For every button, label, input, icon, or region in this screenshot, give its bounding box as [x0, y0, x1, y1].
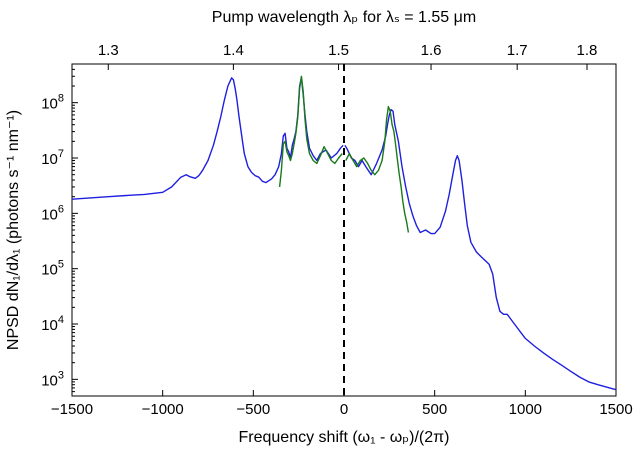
x-axis-title: Frequency shift (ω₁ - ωₚ)/(2π)	[239, 429, 450, 446]
series-line-2	[344, 108, 617, 391]
x-tick-label: −1000	[142, 401, 184, 418]
bottom-x-axis: −1500 −1000 −500 0 500 1000 1500	[51, 390, 633, 418]
x-tick-label: 1000	[509, 401, 542, 418]
top-tick-label: 1.6	[421, 42, 442, 59]
y-tick-label: 103	[41, 369, 64, 389]
x-tick-label: −1500	[51, 401, 93, 418]
series-line-4	[345, 105, 410, 233]
y-tick-label: 104	[41, 314, 64, 334]
y-tick-label: 107	[41, 148, 64, 168]
x-tick-label: 0	[340, 401, 348, 418]
top-tick-label: 1.8	[577, 42, 598, 59]
top-tick-label: 1.5	[328, 42, 349, 59]
x-tick-label: −500	[236, 401, 270, 418]
y-axis-title: NPSD dN₁/dλ₁ (photons s⁻¹ nm⁻¹)	[5, 110, 22, 350]
y-tick-label: 105	[41, 259, 64, 279]
top-x-axis: 1.31.41.51.61.71.81.92	[98, 42, 598, 70]
top-tick-label: 1.3	[98, 42, 119, 59]
y-tick-label: 108	[41, 93, 64, 113]
top-axis-title: Pump wavelength λₚ for λₛ = 1.55 μm	[212, 9, 476, 26]
series-line-3	[278, 75, 343, 187]
x-tick-label: 1500	[599, 401, 632, 418]
series-layer	[71, 75, 617, 391]
top-tick-label: 1.7	[507, 42, 528, 59]
y-tick-label: 106	[41, 203, 64, 223]
y-axis: 103 104 105 106 107 108	[41, 63, 78, 397]
top-tick-label: 1.4	[223, 42, 244, 59]
series-line-1	[71, 77, 344, 200]
x-tick-label: 500	[422, 401, 447, 418]
